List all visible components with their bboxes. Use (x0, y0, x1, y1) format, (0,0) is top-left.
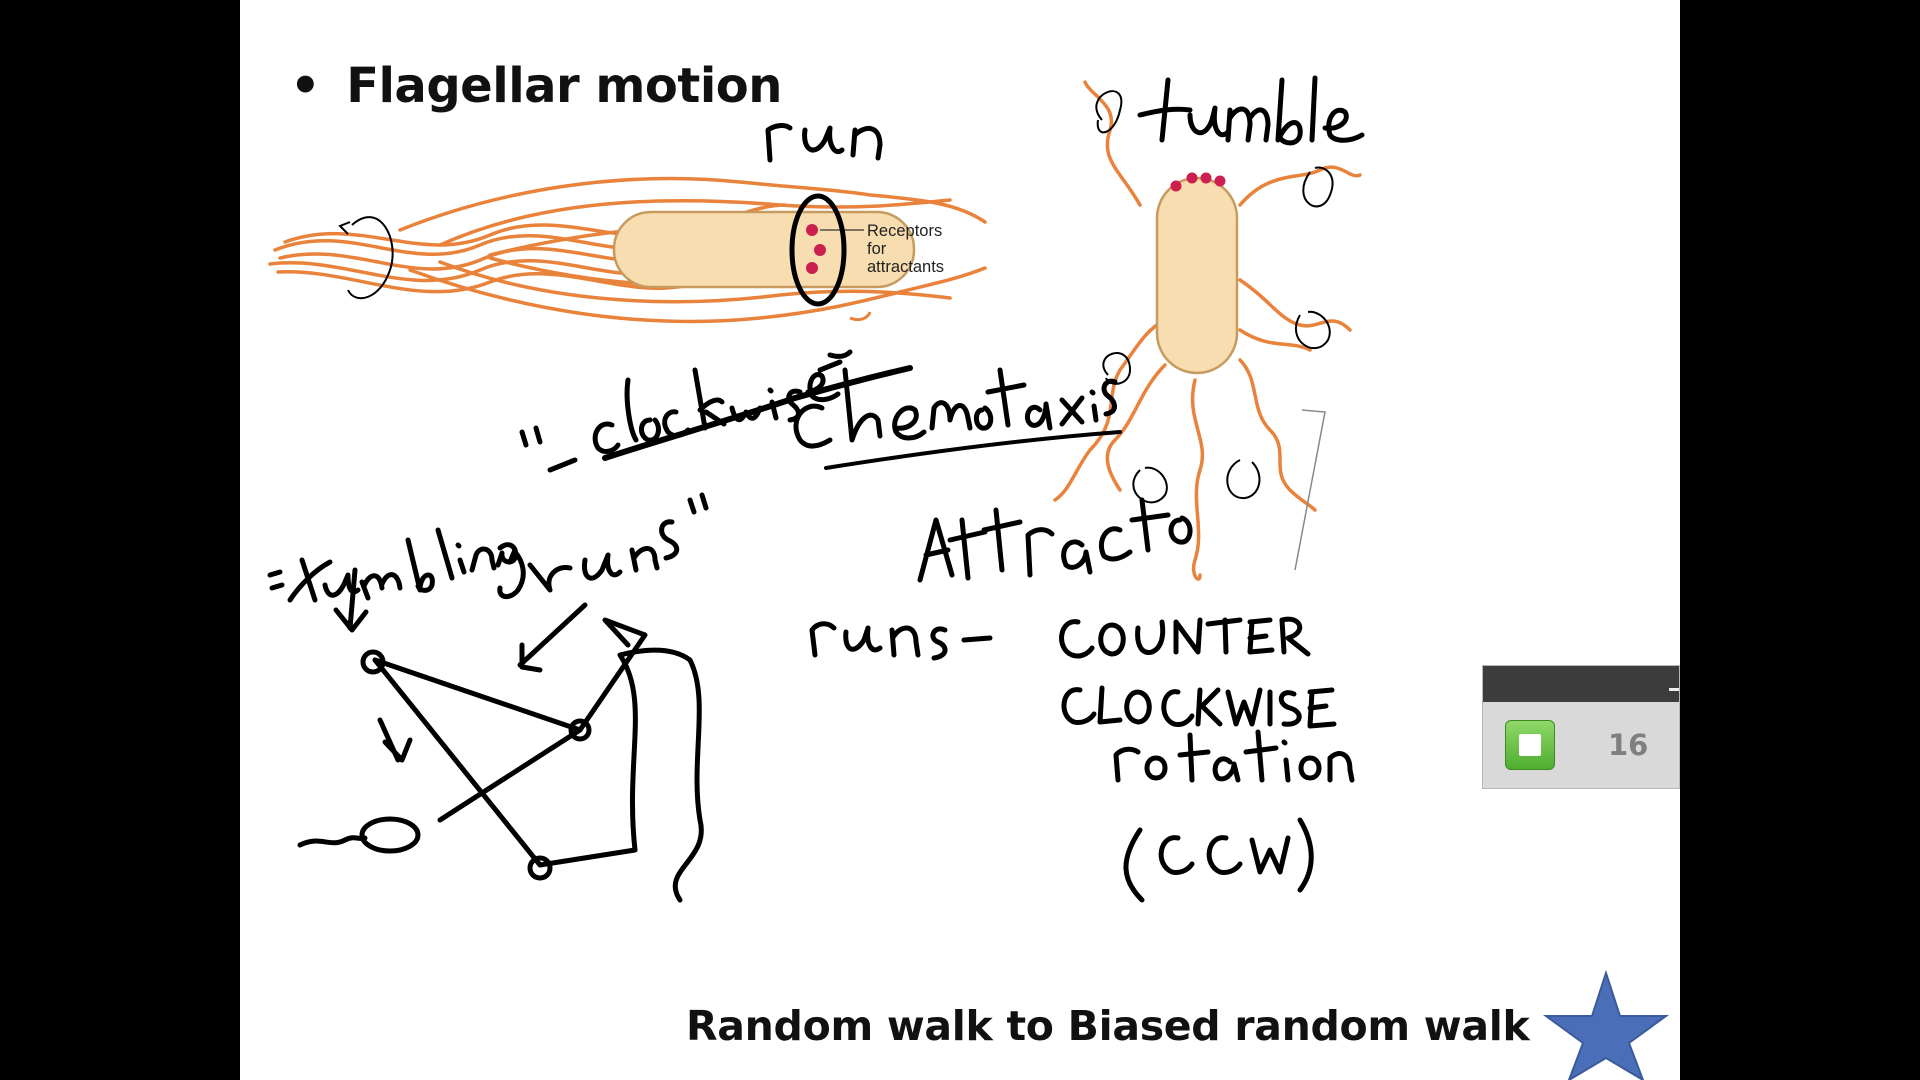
tumble-bacterium-illustration (1053, 80, 1362, 581)
ink-annotations (267, 75, 1365, 903)
ink-word-runs (809, 621, 993, 661)
ink-word-chemotaxis (793, 367, 1122, 470)
receptor-dot (806, 224, 818, 236)
ink-word-rotation (1113, 729, 1355, 783)
minimize-icon[interactable] (1669, 688, 1679, 691)
ink-word-tumble (1137, 75, 1365, 146)
presentation-slide: • Flagellar motion (240, 0, 1680, 1080)
rotation-arrows-icon (1095, 90, 1334, 504)
receptor-dot (814, 244, 826, 256)
stop-button[interactable] (1505, 720, 1555, 770)
ink-word-runs-quoted (495, 492, 709, 593)
panel-header-bar (1483, 666, 1679, 702)
cell-body (612, 210, 916, 289)
receptor-label-line-2: for (867, 240, 887, 258)
ink-word-clockwise (1061, 685, 1337, 729)
ink-word-run (765, 123, 883, 163)
slideshow-control-panel[interactable]: 16 (1482, 665, 1680, 789)
stop-square-icon (1519, 734, 1541, 756)
run-bacterium-illustration: Receptors for attractants (268, 176, 987, 324)
receptor-label-line-1: Receptors (867, 222, 942, 240)
slide-drawing-canvas: Receptors for attractants (267, 75, 1670, 1080)
slide-title-text: Flagellar motion (346, 58, 782, 114)
bullet-point: • (290, 58, 321, 114)
ink-word-counter (1059, 616, 1311, 659)
receptor-dot (806, 262, 818, 274)
ink-circle-receptors (789, 193, 847, 307)
tumble-cell-body (1155, 176, 1239, 375)
star-icon (1542, 969, 1670, 1080)
random-walk-path-sketch (297, 567, 704, 903)
receptor-label-line-3: attractants (867, 258, 944, 276)
receptor-dot (1186, 172, 1198, 184)
rotation-arrow-icon (347, 216, 394, 300)
tumble-flagella (1053, 80, 1362, 581)
ink-phrase-tumbling-clockwise (267, 349, 913, 603)
slide-number: 16 (1608, 728, 1649, 762)
slide-title: • Flagellar motion (290, 58, 782, 114)
slide-footer-caption: Random walk to Biased random walk (686, 1002, 1530, 1050)
receptor-dot (1170, 180, 1182, 192)
ink-word-ccw (1123, 817, 1314, 903)
receptor-dot (1214, 175, 1226, 187)
ink-word-attracto (917, 497, 1193, 583)
receptor-dot (1200, 172, 1212, 184)
